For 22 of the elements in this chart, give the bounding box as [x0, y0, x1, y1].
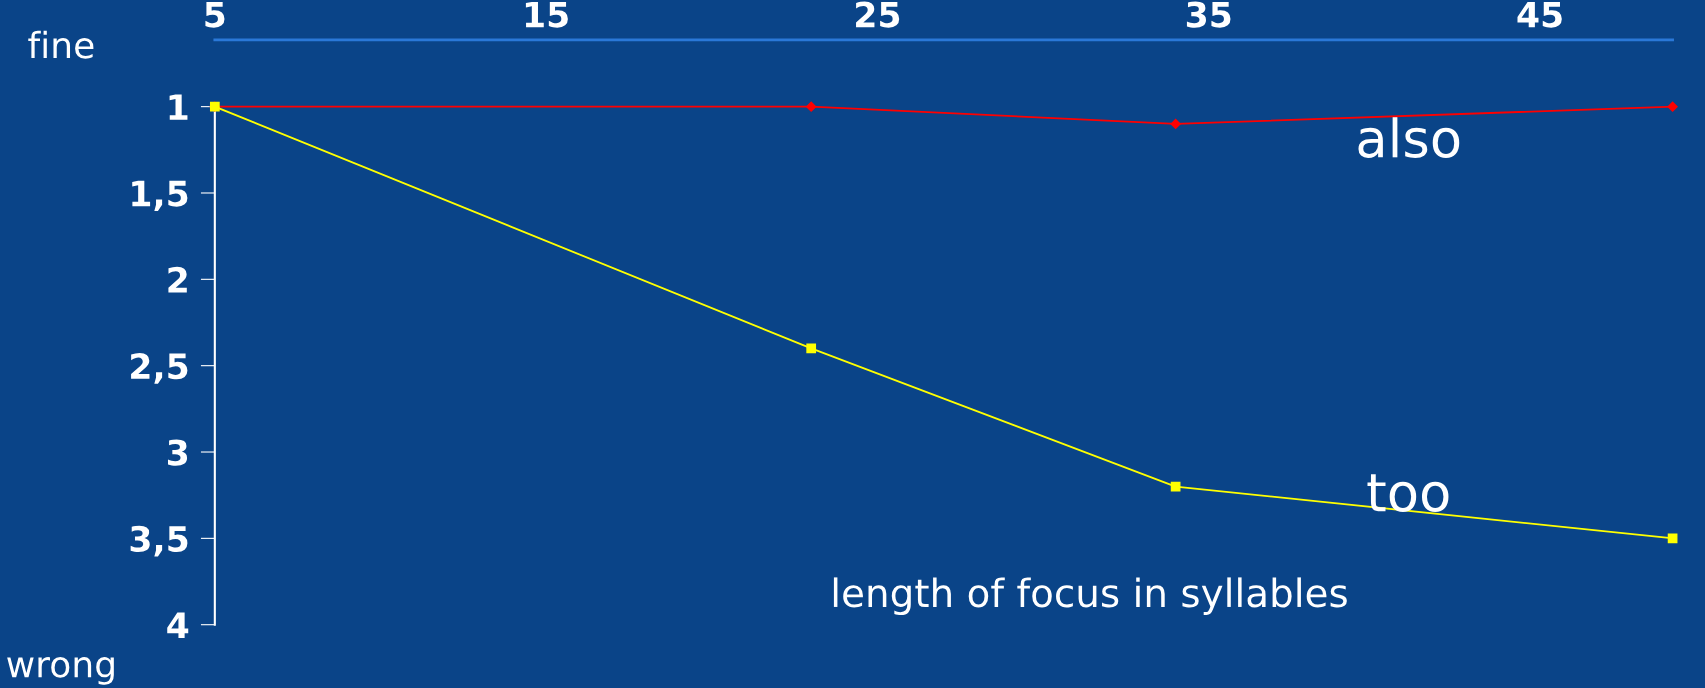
point — [806, 101, 817, 112]
y-tick-label: 1 — [169, 94, 188, 120]
text: wrong — [7, 657, 114, 685]
x-tick-label: 25 — [856, 1, 900, 28]
point — [1667, 101, 1678, 112]
x-axis-title: length of focus in syllables — [833, 577, 1347, 616]
y-tick-label: 1,5 — [132, 180, 188, 212]
y-tick-label: 2,5 — [131, 353, 188, 384]
y-tick-label: 3,5 — [130, 525, 188, 557]
x-tick-label: 45 — [1517, 1, 1562, 28]
point — [1170, 118, 1181, 130]
series-label: also — [1358, 117, 1460, 159]
point — [806, 343, 817, 354]
x-tick-label: 15 — [525, 1, 568, 28]
y-tick-label: 3 — [167, 439, 188, 466]
x-tick-label: 35 — [1186, 1, 1231, 28]
series-label: too — [1367, 474, 1449, 513]
x-tick-label: 5 — [205, 1, 225, 28]
point — [1667, 533, 1678, 544]
text: fine — [28, 30, 94, 59]
y-tick-label: 4 — [167, 612, 189, 638]
y-tick-label: 2 — [168, 266, 187, 293]
